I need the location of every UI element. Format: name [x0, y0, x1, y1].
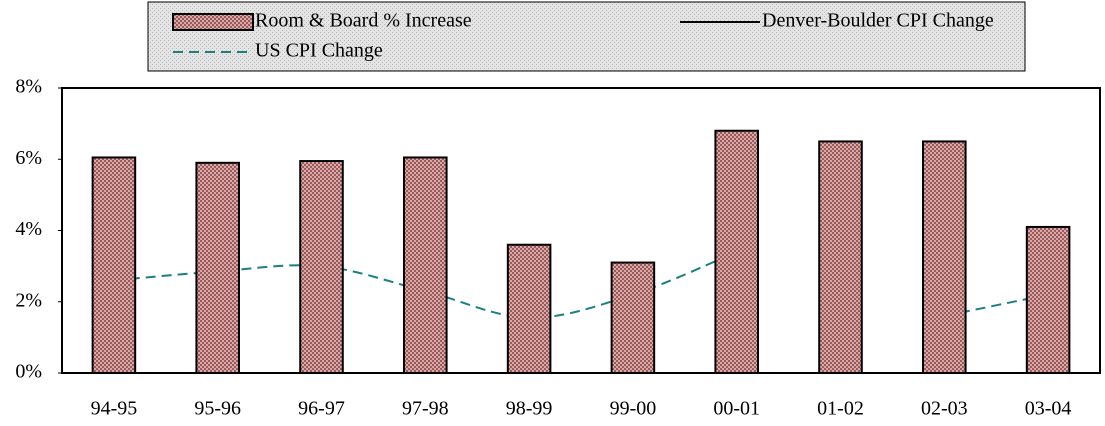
bar [195, 161, 240, 374]
x-tick-label: 00-01 [713, 398, 760, 420]
x-tick-label: 02-03 [921, 398, 968, 420]
legend-swatch [172, 13, 254, 31]
legend-box [147, 1, 1026, 72]
y-tick-label: 4% [15, 218, 42, 240]
x-tick-label: 03-04 [1025, 398, 1072, 420]
bar [610, 261, 656, 374]
y-tick-label: 8% [15, 76, 42, 98]
plot-frame [61, 87, 1101, 374]
x-tick-label: 99-00 [610, 398, 657, 420]
x-tick-label: 94-95 [91, 398, 138, 420]
bar [1025, 225, 1071, 374]
x-tick-label: 97-98 [402, 398, 449, 420]
bar [922, 140, 967, 374]
x-tick-label: 96-97 [298, 398, 345, 420]
x-tick-label: 95-96 [194, 398, 241, 420]
bar [91, 156, 137, 374]
legend-label: Room & Board % Increase [255, 10, 472, 32]
y-tick-label: 0% [15, 361, 42, 383]
y-tick-label: 2% [15, 289, 42, 311]
line-series [113, 250, 1049, 319]
bar [506, 243, 552, 374]
bar [299, 160, 344, 374]
legend-label: Denver-Boulder CPI Change [762, 10, 994, 32]
bar [818, 140, 863, 374]
bar [403, 156, 448, 374]
legend-label: US CPI Change [255, 40, 383, 62]
bar [714, 129, 759, 374]
y-tick-label: 6% [15, 147, 42, 169]
x-tick-label: 01-02 [817, 398, 864, 420]
x-tick-label: 98-99 [506, 398, 553, 420]
